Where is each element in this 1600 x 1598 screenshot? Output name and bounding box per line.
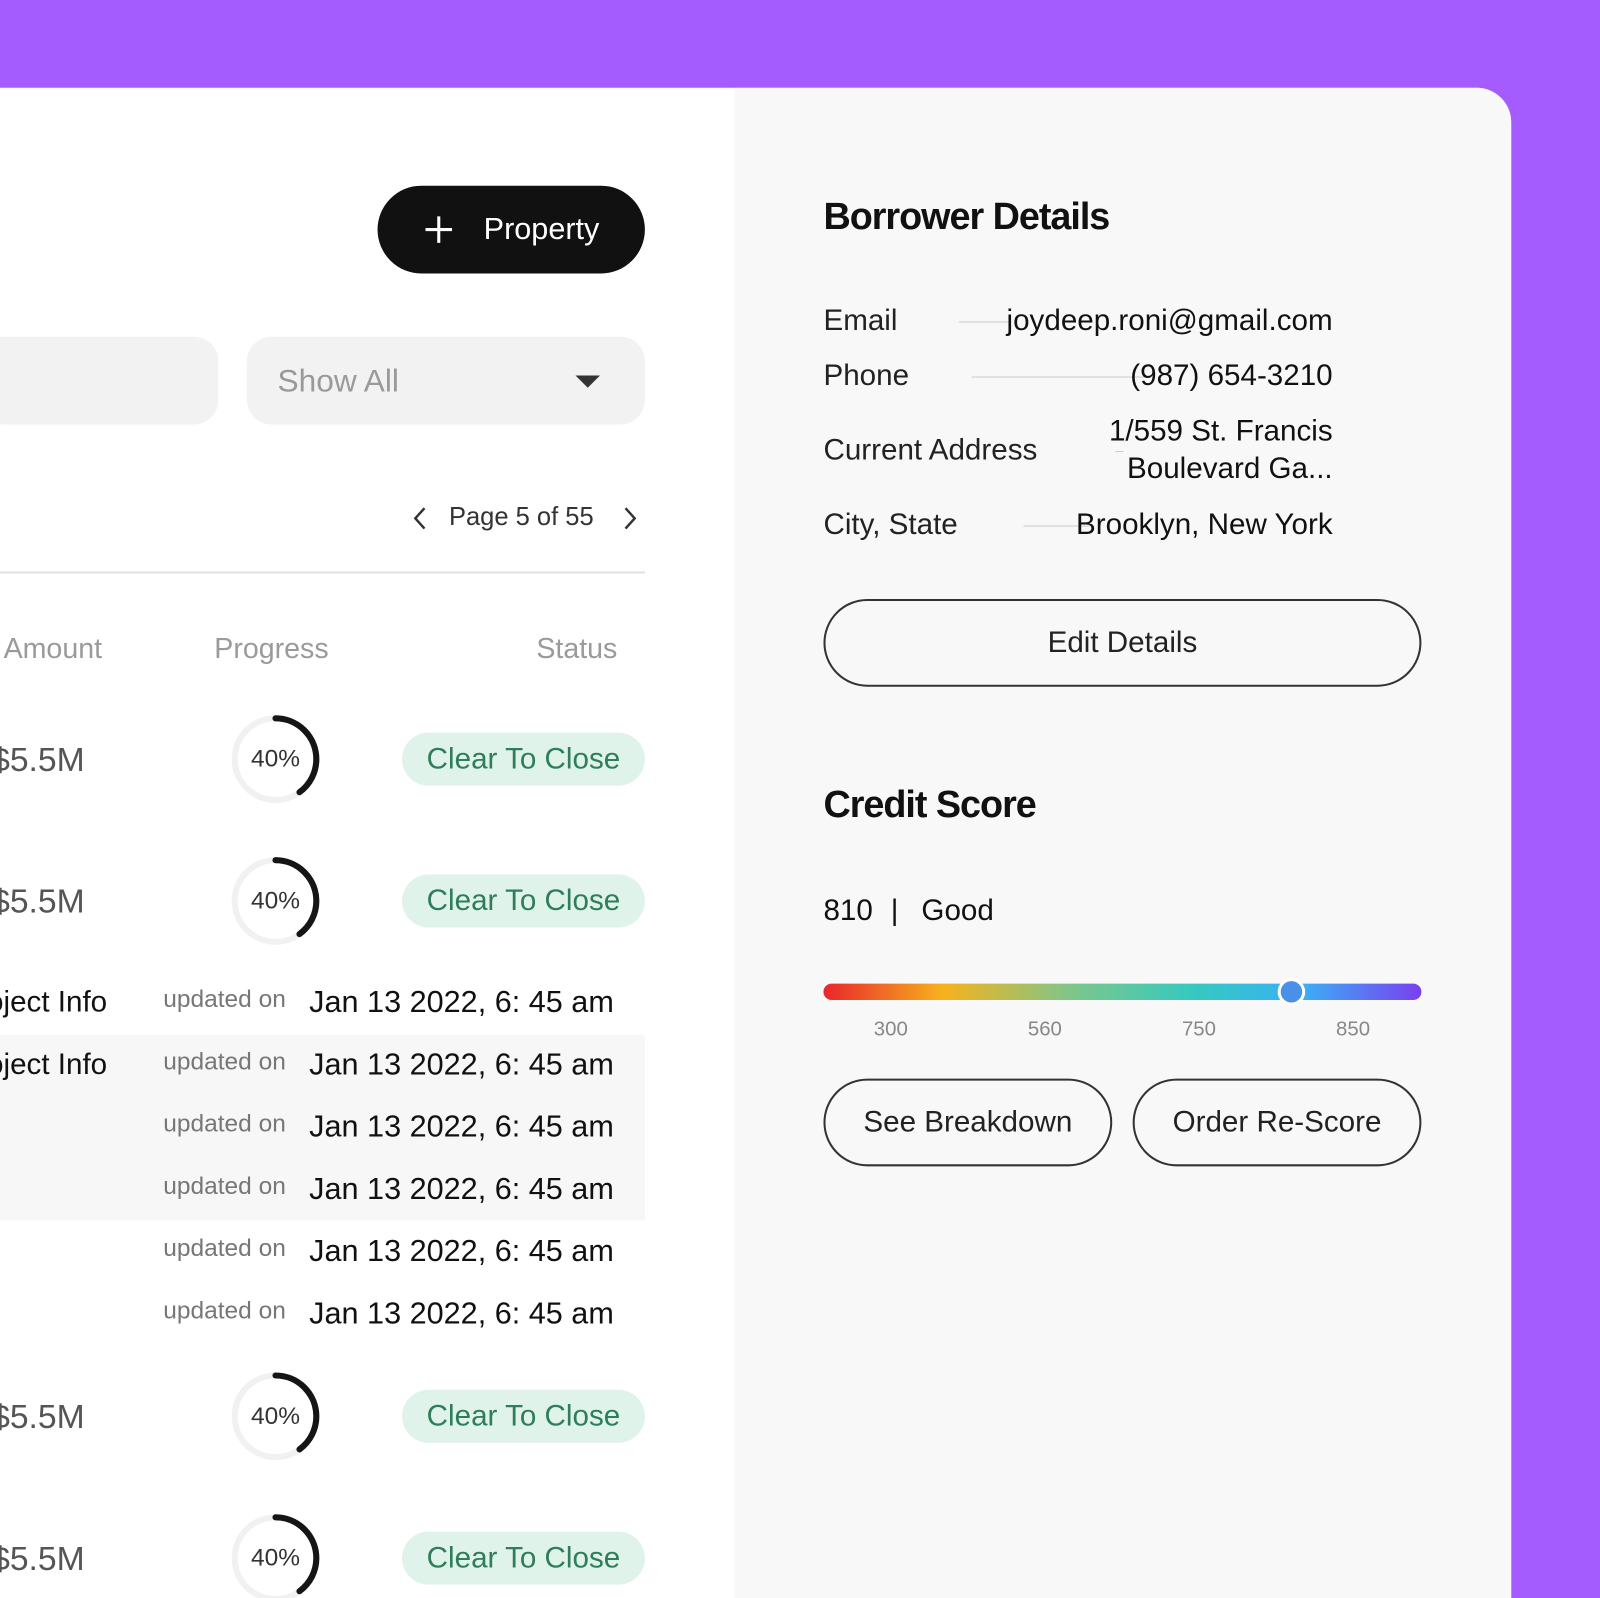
field-value: Boulevard Ga...: [1127, 452, 1333, 486]
scale-label: 300: [874, 1019, 908, 1037]
update-prefix: updated on: [163, 1296, 286, 1325]
update-prefix: updated on: [163, 1234, 286, 1263]
update-date: Jan 13 2022, 6: 45 am: [309, 985, 614, 1020]
button-label: Edit Details: [1047, 626, 1198, 659]
status-text: Clear To Close: [426, 742, 621, 775]
column-header: Amount: [3, 632, 103, 665]
field-label: Email: [823, 304, 898, 338]
update-date: Jan 13 2022, 6: 45 am: [309, 1110, 614, 1144]
right-panel: Borrower Details Email joydeep.roni@gmail…: [734, 87, 1512, 1598]
section-title: Borrower Details: [823, 195, 1110, 238]
status-pill[interactable]: Clear To Close: [402, 732, 645, 786]
scale-label: 750: [1182, 1019, 1216, 1037]
status-pill[interactable]: Clear To Close: [402, 1531, 645, 1585]
amount: $5.5M: [0, 740, 85, 779]
score: 810: [823, 894, 873, 928]
column-header: Status: [536, 632, 618, 665]
ring-label: 40%: [251, 746, 300, 773]
ring-label: 40%: [251, 888, 300, 915]
update-date: Jan 13 2022, 6: 45 am: [309, 1234, 614, 1269]
status-text: Clear To Close: [426, 1399, 621, 1433]
score-knob: [1277, 978, 1306, 1006]
progress-ring: 40%: [231, 857, 320, 945]
separator: |: [890, 894, 899, 928]
update-item: Project Info: [0, 1048, 108, 1082]
connector: [959, 321, 1011, 323]
amount: $5.5M: [0, 1397, 85, 1436]
progress-ring: 40%: [231, 1514, 320, 1598]
ring-progress: [231, 857, 320, 945]
ring-progress: [231, 1514, 320, 1598]
plus-icon: [425, 216, 453, 243]
field-label: City, State: [823, 508, 958, 542]
ring-progress: [231, 715, 320, 804]
divider: [0, 571, 645, 574]
status-text: Clear To Close: [426, 884, 621, 917]
see-breakdown-button[interactable]: See Breakdown: [823, 1078, 1113, 1167]
add-property-button[interactable]: Property: [377, 185, 645, 274]
next-page[interactable]: [619, 506, 639, 530]
status-pill[interactable]: Clear To Close: [402, 1389, 645, 1443]
connector: [1023, 525, 1092, 527]
connector: [1115, 451, 1124, 453]
rating: Good: [921, 894, 994, 928]
status-pill[interactable]: Clear To Close: [402, 874, 645, 928]
progress-ring: 40%: [231, 715, 320, 804]
row-highlight: [0, 1034, 645, 1221]
field-value: (987) 654-3210: [1130, 359, 1333, 393]
field-value: joydeep.roni@gmail.com: [1006, 304, 1333, 338]
progress-ring: 40%: [231, 1372, 320, 1461]
score-slider: 300 560 750 850: [823, 978, 1422, 1037]
update-item: Project Info: [0, 986, 108, 1019]
score-track: [823, 983, 1422, 1000]
update-prefix: updated on: [163, 1110, 286, 1138]
order-rescore-button[interactable]: Order Re-Score: [1132, 1078, 1422, 1167]
update-date: Jan 13 2022, 6: 45 am: [309, 1172, 614, 1207]
details: Borrower Details Email joydeep.roni@gmail…: [0, 88, 1511, 1598]
update-date: Jan 13 2022, 6: 45 am: [309, 1047, 614, 1082]
edit-details-button[interactable]: Edit Details: [823, 598, 1422, 687]
caret-icon: [575, 375, 600, 388]
prev-page[interactable]: [410, 506, 430, 530]
field-value: Brooklyn, New York: [1076, 508, 1333, 542]
field-value: 1/559 St. Francis: [1108, 414, 1333, 448]
button-label: See Breakdown: [863, 1105, 1073, 1139]
update-prefix: updated on: [163, 1047, 286, 1076]
button-label: Property: [483, 212, 600, 246]
button-label: Order Re-Score: [1172, 1105, 1382, 1139]
pagination: Page 5 of 55: [448, 502, 594, 532]
status-text: Clear To Close: [426, 1541, 621, 1574]
field-label: Current Address: [823, 434, 1038, 467]
update-prefix: updated on: [163, 1172, 286, 1200]
connector: [971, 376, 1150, 378]
amount: $5.5M: [0, 1539, 85, 1578]
scale-label: 560: [1028, 1019, 1062, 1037]
ring-label: 40%: [251, 1545, 300, 1572]
scale-label: 850: [1336, 1019, 1370, 1037]
ring-progress: [231, 1372, 320, 1461]
left-panel: Property Show All Page 5 of 55 Amount Pr…: [0, 88, 735, 1598]
dropdown-value: Show All: [277, 362, 399, 399]
ring-label: 40%: [251, 1403, 300, 1430]
filter-dropdown[interactable]: Show All: [246, 336, 645, 425]
section-title: Credit Score: [823, 783, 1036, 825]
amount: $5.5M: [0, 882, 85, 920]
card: Property Show All Page 5 of 55 Amount Pr…: [0, 87, 1512, 1598]
search-field[interactable]: [0, 336, 219, 425]
column-header: Progress: [214, 632, 329, 665]
field-label: Phone: [823, 359, 910, 393]
update-date: Jan 13 2022, 6: 45 am: [309, 1296, 614, 1331]
update-prefix: updated on: [163, 985, 286, 1014]
